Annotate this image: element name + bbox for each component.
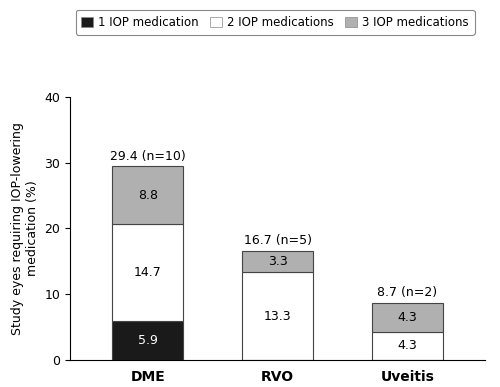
Bar (112, 224, 184, 321)
Text: 5.9: 5.9 (138, 334, 158, 347)
Text: 4.3: 4.3 (398, 339, 417, 352)
Text: 8.7 (n=2): 8.7 (n=2) (377, 286, 437, 300)
Bar (242, 272, 313, 360)
Bar (112, 166, 184, 224)
Text: 29.4 (n=10): 29.4 (n=10) (110, 149, 186, 163)
Text: 13.3: 13.3 (264, 310, 291, 323)
Y-axis label: Study eyes requiring IOP-lowering
medication (%): Study eyes requiring IOP-lowering medica… (11, 122, 39, 335)
Text: 16.7 (n=5): 16.7 (n=5) (244, 234, 312, 247)
Text: 14.7: 14.7 (134, 266, 162, 279)
Bar (242, 251, 313, 272)
Text: 8.8: 8.8 (138, 189, 158, 202)
Bar (372, 303, 443, 332)
Bar (112, 321, 184, 360)
Text: 3.3: 3.3 (268, 255, 287, 268)
Text: 4.3: 4.3 (398, 311, 417, 324)
Bar (372, 332, 443, 360)
Legend: 1 IOP medication, 2 IOP medications, 3 IOP medications: 1 IOP medication, 2 IOP medications, 3 I… (76, 10, 474, 34)
